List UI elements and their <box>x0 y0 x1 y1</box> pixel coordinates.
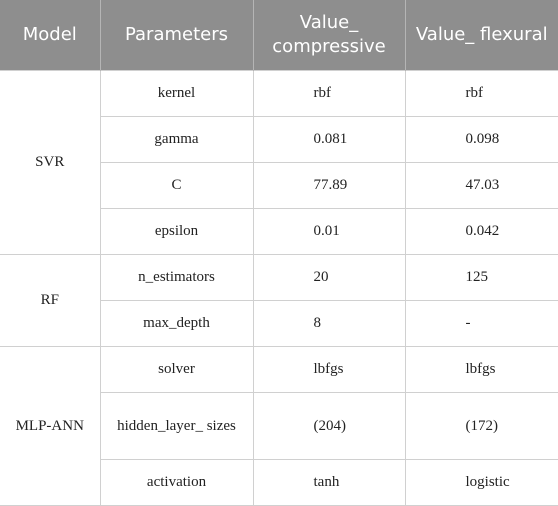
model-cell: SVR <box>0 69 101 255</box>
value-cell: 20 <box>252 253 406 301</box>
value-cell: 0.01 <box>252 207 406 255</box>
value-cell: 8 <box>252 299 406 347</box>
table-row: SVR kernel rbf rbf <box>0 69 558 255</box>
table-row: max_depth 8- <box>0 299 558 347</box>
table-row: hidden_layer_ sizes (204) (172) <box>0 391 558 460</box>
header-cell: Value_ flexural <box>404 0 558 70</box>
header-cell: Model <box>0 0 100 70</box>
value-cell: tanh <box>252 458 406 506</box>
parameter-cell: solver <box>99 345 254 393</box>
table-row: RF n_estimators 20 125 <box>0 253 558 347</box>
table-row: MLP-ANN solver lbfgs lbfgs <box>0 345 558 506</box>
value-cell: 47.03 <box>404 161 558 209</box>
value-cell: 0.042 <box>404 207 558 255</box>
parameter-cell: hidden_layer_ sizes <box>100 391 254 460</box>
parameter-cell: activation <box>100 458 254 506</box>
value-cell: 125 <box>404 253 558 301</box>
value-cell: rbf <box>404 69 558 117</box>
value-cell: 0.098 <box>404 115 558 163</box>
model-cell: RF <box>0 253 101 347</box>
value-cell: rbf <box>252 69 406 117</box>
parameter-cell: C <box>100 161 254 209</box>
model-cell: MLP-ANN <box>0 345 101 506</box>
table-body: SVR kernel rbf rbf gamma 0.081 0.098 C 77.89 47.0… <box>0 69 558 506</box>
value-cell: lbfgs <box>252 345 406 393</box>
value-cell: 0.081 <box>252 115 406 163</box>
parameter-cell: n_estimators <box>99 253 254 301</box>
table-row: gamma 0.081 0.098 <box>0 115 558 163</box>
parameter-cell: max_depth <box>100 299 254 347</box>
table-row: epsilon 0.01 0.042 <box>0 207 558 255</box>
parameter-cell: kernel <box>99 69 254 117</box>
table-row: C 77.89 47.03 <box>0 161 558 209</box>
value-cell: 77.89 <box>252 161 406 209</box>
parameter-cell: epsilon <box>100 207 254 255</box>
value-cell: (204) <box>252 391 406 460</box>
header-cell: Parameters <box>99 0 253 70</box>
parameter-cell: gamma <box>100 115 254 163</box>
table-row: activation tanh logistic <box>0 458 558 506</box>
value-cell: - <box>404 299 558 347</box>
value-cell: lbfgs <box>404 345 558 393</box>
header-row: Model Parameters Value_ compressive Value_ … <box>0 0 558 70</box>
header-cell: Value_ compressive <box>252 0 405 70</box>
value-cell: (172) <box>404 391 558 460</box>
value-cell: logistic <box>404 458 558 506</box>
